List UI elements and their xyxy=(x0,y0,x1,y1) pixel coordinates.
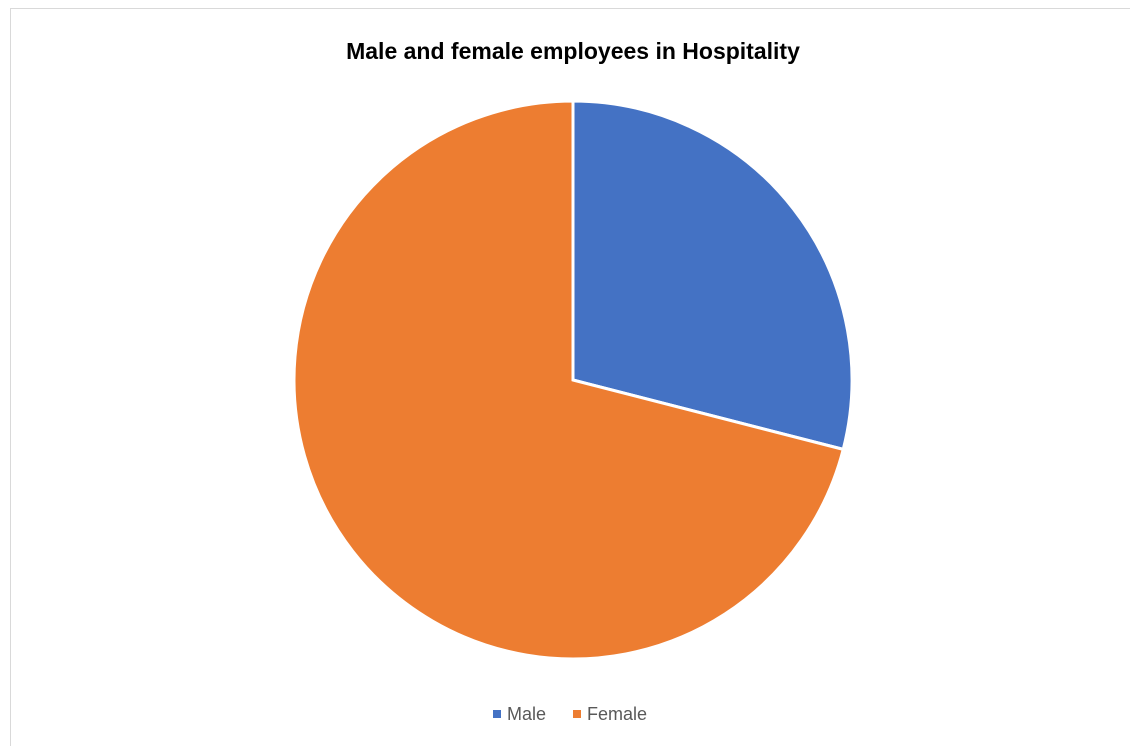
legend-label: Male xyxy=(507,704,546,724)
legend-label: Female xyxy=(587,704,647,724)
chart-title: Male and female employees in Hospitality xyxy=(346,38,800,64)
legend-swatch xyxy=(573,710,581,718)
legend-swatch xyxy=(493,710,501,718)
